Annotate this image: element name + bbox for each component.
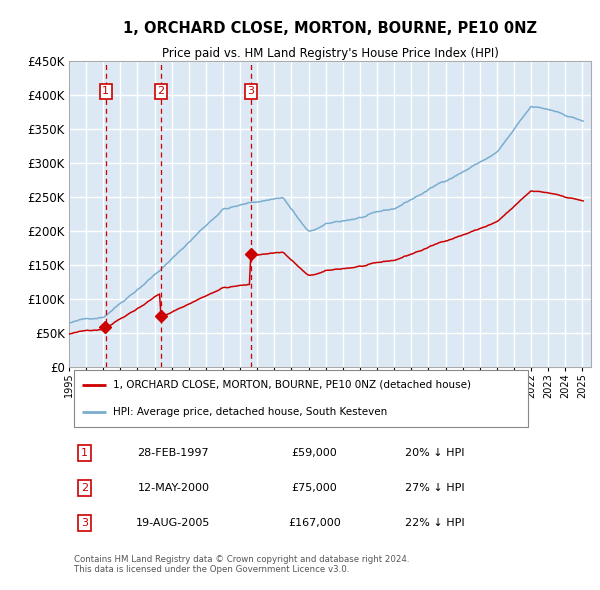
Text: 1: 1 xyxy=(81,448,88,458)
Text: 1, ORCHARD CLOSE, MORTON, BOURNE, PE10 0NZ: 1, ORCHARD CLOSE, MORTON, BOURNE, PE10 0… xyxy=(123,21,537,36)
FancyBboxPatch shape xyxy=(74,370,529,427)
Text: 20% ↓ HPI: 20% ↓ HPI xyxy=(404,448,464,458)
Text: £167,000: £167,000 xyxy=(288,517,341,527)
Text: HPI: Average price, detached house, South Kesteven: HPI: Average price, detached house, Sout… xyxy=(113,407,388,417)
Text: Price paid vs. HM Land Registry's House Price Index (HPI): Price paid vs. HM Land Registry's House … xyxy=(161,47,499,60)
Text: £75,000: £75,000 xyxy=(292,483,337,493)
Text: 28-FEB-1997: 28-FEB-1997 xyxy=(137,448,209,458)
Text: 3: 3 xyxy=(247,86,254,96)
Text: Contains HM Land Registry data © Crown copyright and database right 2024.
This d: Contains HM Land Registry data © Crown c… xyxy=(74,555,410,574)
Text: £59,000: £59,000 xyxy=(292,448,337,458)
Text: 3: 3 xyxy=(81,517,88,527)
Text: 2: 2 xyxy=(157,86,164,96)
Text: 12-MAY-2000: 12-MAY-2000 xyxy=(137,483,209,493)
Text: 1, ORCHARD CLOSE, MORTON, BOURNE, PE10 0NZ (detached house): 1, ORCHARD CLOSE, MORTON, BOURNE, PE10 0… xyxy=(113,379,472,389)
Text: 19-AUG-2005: 19-AUG-2005 xyxy=(136,517,211,527)
Text: 2: 2 xyxy=(81,483,88,493)
Text: 22% ↓ HPI: 22% ↓ HPI xyxy=(404,517,464,527)
Text: 1: 1 xyxy=(102,86,109,96)
Text: 27% ↓ HPI: 27% ↓ HPI xyxy=(404,483,464,493)
